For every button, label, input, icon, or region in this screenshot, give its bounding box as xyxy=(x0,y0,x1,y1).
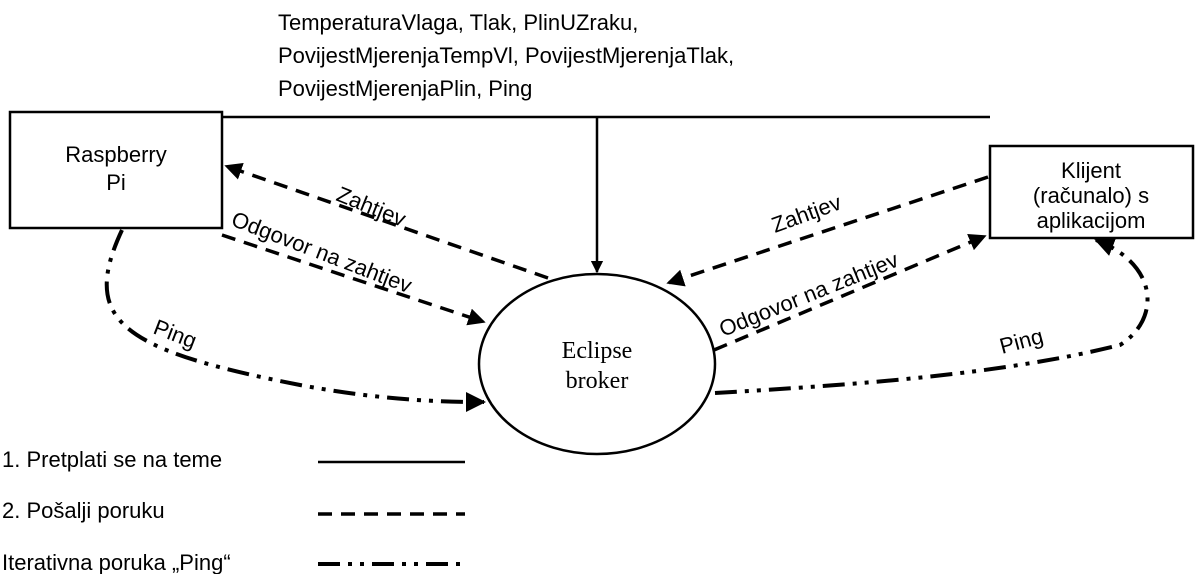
node-label: (računalo) s xyxy=(1033,183,1149,208)
topic: TemperaturaVlaga, Tlak, PlinUZraku, xyxy=(278,10,638,35)
request-arrow xyxy=(224,162,549,280)
topic: PovijestMjerenjaPlin, Ping xyxy=(278,76,532,101)
ping-arrow xyxy=(714,237,1150,395)
response-arrow xyxy=(713,234,987,352)
legend-label: Iterativna poruka „Ping“ xyxy=(2,550,231,574)
edge-label: Zahtjev xyxy=(768,190,844,238)
request-arrow xyxy=(666,175,989,287)
node-label: Klijent xyxy=(1061,158,1121,183)
client-box xyxy=(988,144,1195,240)
topic: PovijestMjerenjaTempVl, PovijestMjerenja… xyxy=(278,43,734,68)
edge-label: Ping xyxy=(997,323,1046,359)
edge-label: Ping xyxy=(150,314,200,353)
ping-arrow xyxy=(104,229,486,412)
node-label: broker xyxy=(566,368,629,394)
legend-label: 1. Pretplati se na teme xyxy=(2,447,222,472)
node-label: aplikacijom xyxy=(1037,208,1146,233)
edge-label: Odgovor na zahtjev xyxy=(716,247,902,342)
edge-label: Zahtjev xyxy=(333,181,409,231)
node-label: Eclipse xyxy=(562,338,633,364)
node-label: Pi xyxy=(106,170,126,195)
raspberry-box xyxy=(8,110,224,230)
broker-ellipse xyxy=(477,272,717,456)
response-arrow xyxy=(221,233,486,326)
legend-label: 2. Pošalji poruku xyxy=(2,498,165,523)
node-label: Raspberry xyxy=(65,142,166,167)
